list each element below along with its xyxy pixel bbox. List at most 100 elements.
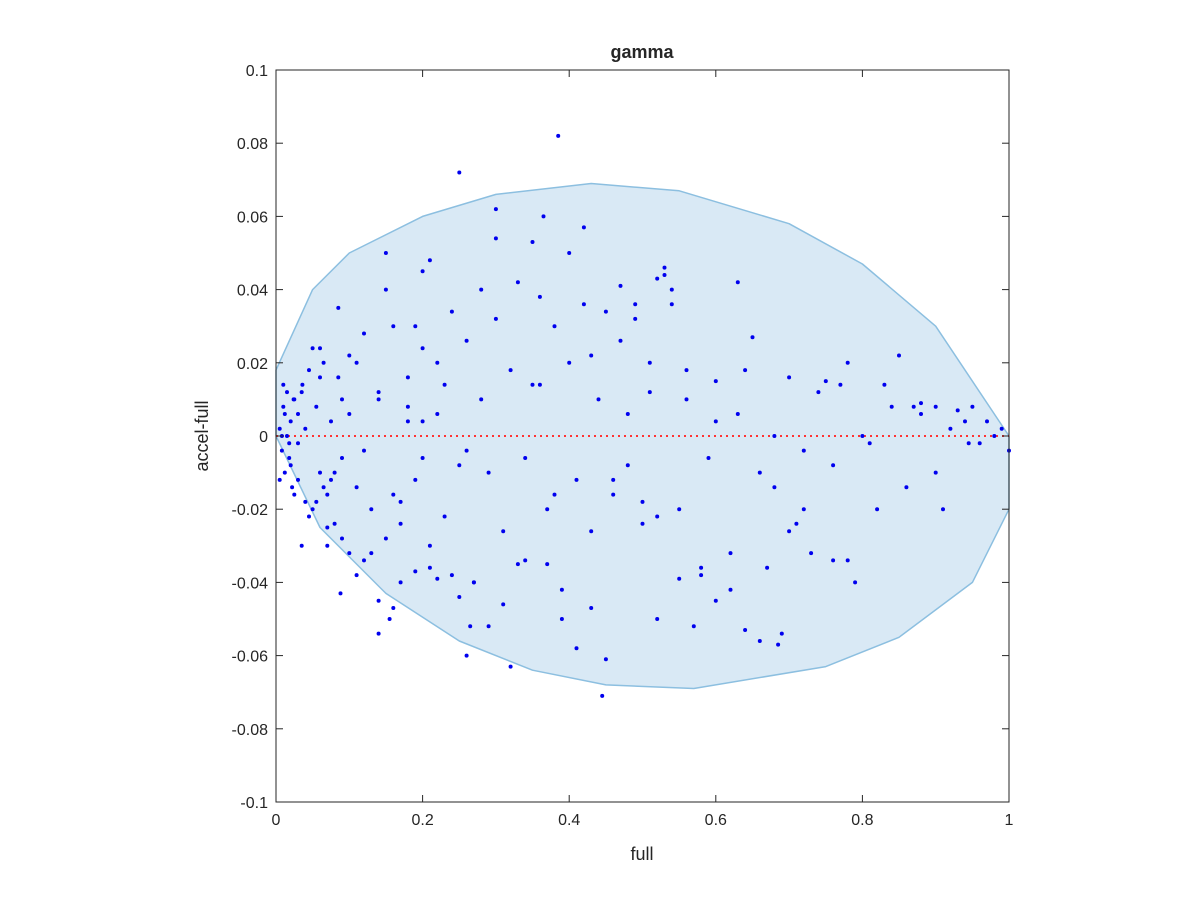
data-point [314, 499, 319, 504]
data-point [515, 562, 520, 567]
data-point [743, 628, 748, 632]
data-point [750, 335, 755, 340]
data-point [809, 551, 814, 556]
data-point [941, 507, 945, 512]
data-point [735, 280, 740, 285]
data-point [338, 591, 343, 596]
data-point [977, 441, 982, 446]
data-point [299, 543, 304, 548]
data-point [420, 346, 425, 351]
data-point [765, 565, 770, 570]
data-point [340, 456, 344, 460]
data-point [669, 287, 674, 292]
data-point [567, 251, 572, 255]
data-point [296, 477, 300, 482]
data-point [559, 587, 564, 592]
x-axis-label: full [630, 844, 653, 864]
data-point [413, 324, 418, 329]
data-point [314, 404, 319, 409]
data-point [486, 624, 491, 629]
data-point [282, 470, 287, 475]
data-point [282, 412, 287, 416]
data-point [816, 390, 821, 395]
data-point [713, 598, 718, 603]
data-point [347, 353, 352, 358]
y-tick-label: 0.04 [237, 283, 268, 300]
data-point [479, 397, 484, 402]
data-point [640, 499, 645, 504]
chart-title: gamma [610, 42, 674, 62]
data-point [552, 492, 557, 497]
data-point [321, 360, 326, 365]
data-point [801, 507, 806, 512]
y-tick-label: 0.08 [237, 136, 268, 153]
data-point [296, 441, 300, 446]
data-point [897, 353, 901, 358]
data-point [966, 441, 971, 446]
data-point [281, 404, 286, 409]
data-point [369, 507, 374, 512]
data-point [493, 316, 498, 321]
data-point [699, 565, 704, 570]
data-point [845, 558, 850, 563]
data-point [449, 573, 454, 578]
data-point [600, 693, 605, 698]
data-point [523, 456, 528, 460]
data-point [541, 214, 546, 219]
data-point [955, 408, 960, 413]
data-point [332, 521, 337, 526]
data-point [479, 287, 484, 292]
data-point [300, 382, 305, 387]
data-point [537, 382, 542, 387]
data-point [321, 485, 326, 490]
data-point [508, 664, 513, 669]
data-point [413, 477, 418, 482]
data-point [391, 324, 396, 329]
data-point [875, 507, 880, 512]
data-point [486, 470, 491, 475]
data-point [464, 448, 469, 453]
data-point [398, 580, 403, 585]
data-point [383, 536, 388, 541]
data-point [625, 463, 630, 468]
data-point [647, 390, 652, 395]
data-point [285, 390, 289, 395]
data-point [310, 346, 315, 351]
data-point [530, 240, 535, 244]
data-point [611, 492, 616, 497]
data-point [735, 412, 740, 416]
data-point [787, 529, 792, 534]
data-point [318, 346, 322, 351]
data-point [442, 514, 447, 519]
data-point [508, 368, 513, 373]
data-point [662, 265, 667, 270]
y-tick-label: -0.02 [232, 502, 269, 519]
data-point [362, 448, 366, 453]
data-point [329, 477, 333, 482]
data-point [838, 382, 843, 387]
y-tick-label: 0.06 [237, 209, 268, 226]
data-point [376, 631, 381, 636]
y-tick-label: -0.08 [232, 722, 269, 739]
data-point [559, 617, 564, 621]
data-point [647, 360, 652, 365]
data-point [420, 269, 425, 274]
plot-area: 0 0.2 0.4 0.6 0.8 1 -0.1-0.08-0.06-0.04-0.020… [232, 63, 1014, 829]
data-point [291, 397, 296, 402]
data-point [383, 287, 388, 292]
y-tick-label: -0.04 [232, 575, 269, 592]
x-tick-label: 1 [1005, 812, 1014, 829]
data-point [427, 543, 432, 548]
y-tick-label: 0.02 [237, 356, 268, 373]
data-point [882, 382, 887, 387]
data-point [449, 309, 454, 314]
data-point [362, 331, 366, 336]
x-axis-ticks: 0 0.2 0.4 0.6 0.8 1 [272, 70, 1014, 829]
data-point [779, 631, 784, 636]
data-point [405, 375, 410, 380]
data-point [318, 470, 322, 475]
data-point [307, 514, 311, 519]
data-points [277, 133, 1011, 698]
y-tick-label: -0.1 [240, 795, 268, 812]
